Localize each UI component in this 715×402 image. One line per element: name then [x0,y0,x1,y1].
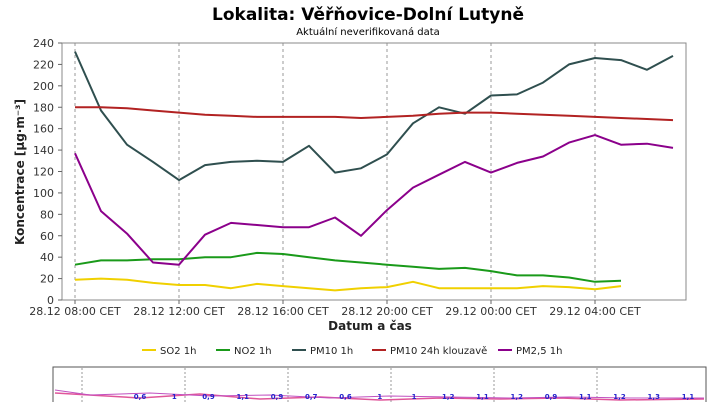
legend-label: PM2,5 1h [516,346,562,357]
y-axis-title: Koncentrace [µg·m⁻³] [13,99,27,245]
chart-title: Lokalita: Věřňovice-Dolní Lutyně [212,5,524,25]
legend[interactable]: SO2 1h NO2 1h PM10 1h PM10 24h klouzavě PM2,… [142,345,562,357]
y-tick-label: 120 [33,166,54,179]
x-axis: 28.12 08:00 CET 28.12 12:00 CET 28.12 16:0… [29,300,641,318]
y-tick-label: 80 [40,208,54,221]
navigator-label: 0,9 [545,393,558,401]
navigator-label: 1 [172,393,177,401]
legend-label: PM10 24h klouzavě [390,345,487,357]
navigator-label: 0,6 [134,393,147,401]
series-lines [74,51,674,292]
navigator-label: 1 [412,393,417,401]
x-tick-label: 28.12 20:00 CET [341,305,433,318]
series-line-so2-1h [74,277,622,292]
series-line-no2-1h [74,251,622,283]
navigator-series-line [54,392,705,401]
y-tick-label: 20 [40,273,54,286]
navigator-label: 1,1 [682,393,695,401]
navigator-label: 1,3 [648,393,661,401]
navigator-label: 0,7 [305,393,318,401]
navigator-series-line [54,389,704,399]
legend-label: NO2 1h [234,346,272,357]
navigator-label: 1,2 [613,393,626,401]
x-axis-title: Datum a čas [328,319,412,333]
x-tick-label: 29.12 04:00 CET [549,305,641,318]
y-tick-label: 40 [40,251,54,264]
y-tick-label: 60 [40,230,54,243]
navigator-label: 1,2 [442,393,455,401]
y-tick-label: 160 [33,123,54,136]
plot-area-border [61,42,687,301]
legend-item[interactable]: PM10 1h [292,346,353,357]
x-tick-label: 28.12 08:00 CET [29,305,121,318]
chart-subtitle: Aktuální neverifikovaná data [296,26,440,38]
navigator-label: 0,9 [271,393,284,401]
y-tick-label: 240 [33,37,54,50]
legend-label: SO2 1h [160,346,196,357]
navigator-label: 1,2 [511,393,524,401]
x-tick-label: 28.12 16:00 CET [237,305,329,318]
x-tick-label: 28.12 12:00 CET [133,305,225,318]
navigator-label: 0,9 [202,393,215,401]
x-tick-label: 29.12 00:00 CET [445,305,537,318]
navigator-label: 1,1 [237,393,250,401]
navigator-content: 0,6 1 0,9 1,1 0,9 0,7 0,6 1 1 1,2 1,1 1,2 0,9 1,1 1,2 1… [54,368,705,402]
y-tick-label: 200 [33,80,54,93]
navigator-label: 0,6 [339,393,352,401]
y-tick-label: 140 [33,144,54,157]
series-line-pm10-24h-klouzav [75,106,674,122]
y-tick-label: 0 [47,294,54,307]
y-axis: 0 20 40 60 80 100 120 140 160 180 200 220 240 [33,37,62,307]
series-line-pm10-1h [74,51,674,182]
navigator-label: 1 [377,393,382,401]
navigator[interactable]: 0,6 1 0,9 1,1 0,9 0,7 0,6 1 1 1,2 1,1 1,2 0,9 1,1 1,2 1… [52,366,707,402]
y-tick-label: 100 [33,187,54,200]
series-line-pm2-5-1h [74,134,674,266]
legend-item[interactable]: NO2 1h [216,346,272,357]
y-tick-label: 180 [33,101,54,114]
legend-label: PM10 1h [310,346,353,357]
y-tick-label: 220 [33,58,54,71]
legend-item[interactable]: PM2,5 1h [498,346,562,357]
navigator-label: 1,1 [476,393,489,401]
navigator-label: 1,1 [579,393,592,401]
legend-item[interactable]: PM10 24h klouzavě [372,345,487,357]
grid [74,43,596,300]
legend-item[interactable]: SO2 1h [142,346,196,357]
